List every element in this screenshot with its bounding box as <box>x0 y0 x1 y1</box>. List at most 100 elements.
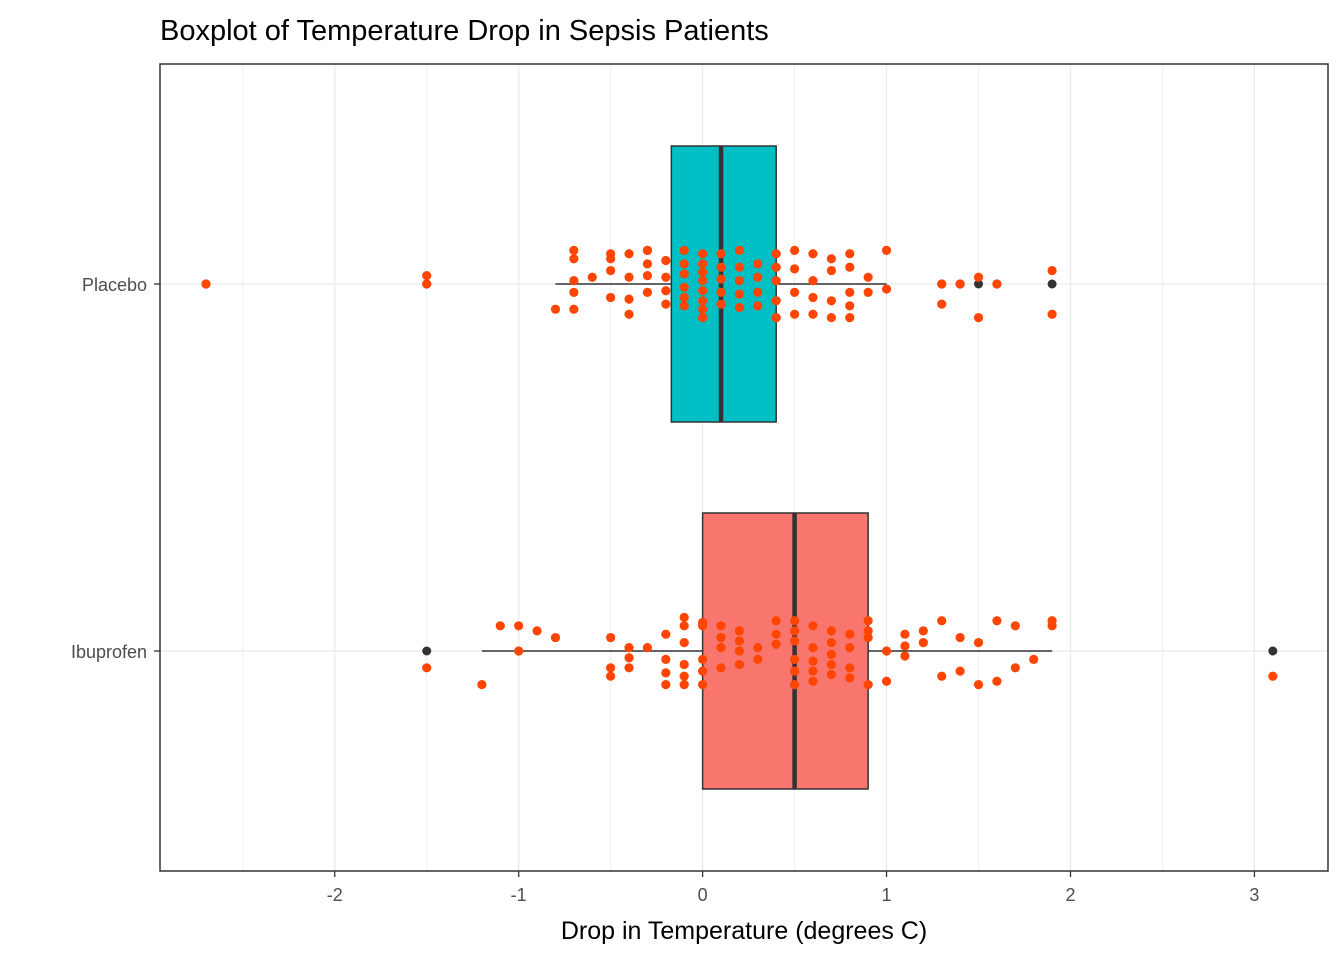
data-point <box>624 643 634 653</box>
data-point <box>753 301 763 311</box>
data-point <box>881 284 892 294</box>
data-point <box>845 313 855 323</box>
data-point <box>661 629 671 639</box>
data-point <box>734 302 745 313</box>
data-point <box>661 299 671 309</box>
data-point <box>606 632 616 643</box>
data-point <box>624 272 634 282</box>
data-point <box>1047 621 1057 631</box>
data-point <box>753 259 763 269</box>
data-point <box>808 249 818 259</box>
data-point <box>789 654 800 665</box>
data-point <box>955 279 965 289</box>
x-tick-label: 0 <box>698 885 708 905</box>
data-point <box>716 632 726 643</box>
data-point <box>679 269 689 279</box>
data-point <box>606 671 616 681</box>
data-point <box>808 621 818 631</box>
data-point <box>937 299 947 309</box>
data-point <box>900 641 910 651</box>
data-point <box>826 649 836 659</box>
data-point <box>753 654 763 665</box>
data-point <box>642 643 653 653</box>
data-point <box>698 286 708 296</box>
data-point <box>808 276 818 286</box>
data-point <box>716 299 726 309</box>
data-point <box>771 313 781 323</box>
data-point <box>642 287 653 297</box>
data-point <box>716 621 726 631</box>
data-point <box>973 272 984 282</box>
data-point <box>826 254 836 264</box>
data-point <box>1268 671 1278 681</box>
data-point <box>624 309 634 319</box>
data-point <box>789 616 800 626</box>
data-point <box>881 646 892 656</box>
data-point <box>716 249 726 259</box>
data-point <box>771 276 781 286</box>
data-point <box>789 245 800 255</box>
data-point <box>606 249 616 259</box>
data-point <box>771 262 781 272</box>
data-point <box>881 245 892 255</box>
data-point <box>789 626 800 636</box>
box-ibuprofen <box>701 512 869 790</box>
data-point <box>845 643 855 653</box>
data-point <box>992 279 1002 289</box>
data-point <box>422 279 432 289</box>
data-point <box>863 272 873 282</box>
data-point <box>514 646 524 656</box>
data-point <box>845 301 855 311</box>
data-point <box>698 313 708 323</box>
data-point <box>881 676 892 686</box>
data-point <box>900 651 910 661</box>
box-placebo <box>670 145 777 423</box>
data-point <box>698 296 708 306</box>
data-point <box>973 680 984 690</box>
data-point <box>422 663 432 673</box>
data-point <box>753 272 763 282</box>
data-point <box>422 271 432 281</box>
data-point <box>698 267 708 277</box>
data-point <box>771 296 781 306</box>
data-point <box>973 313 984 323</box>
data-point <box>900 629 910 639</box>
data-point <box>716 663 726 673</box>
data-point <box>845 262 855 272</box>
data-point <box>716 643 726 653</box>
data-point <box>532 626 542 636</box>
data-point <box>642 245 653 255</box>
data-point <box>550 632 561 643</box>
data-point <box>992 616 1002 626</box>
data-point <box>698 666 708 676</box>
x-tick-label: -1 <box>511 885 527 905</box>
data-point <box>937 671 947 681</box>
data-point <box>716 262 726 272</box>
data-point <box>661 680 671 690</box>
data-point <box>679 612 689 623</box>
data-point <box>642 259 653 269</box>
data-point <box>863 626 873 636</box>
data-point <box>808 643 818 653</box>
data-point <box>698 276 708 286</box>
data-point <box>955 666 965 676</box>
data-point <box>826 626 836 636</box>
data-point <box>698 259 708 269</box>
data-point <box>661 255 671 266</box>
data-point <box>606 265 616 276</box>
data-point <box>679 680 689 690</box>
data-point <box>826 659 836 670</box>
data-point <box>679 638 689 648</box>
data-point <box>624 294 634 304</box>
data-point <box>845 629 855 639</box>
data-point <box>698 249 708 259</box>
data-point <box>808 309 818 319</box>
data-point <box>771 639 781 649</box>
data-point <box>661 654 671 665</box>
outlier-point <box>1268 646 1278 656</box>
data-point <box>550 304 561 314</box>
data-point <box>569 287 579 297</box>
data-point <box>955 632 965 643</box>
x-tick-label: 1 <box>882 885 892 905</box>
boxes <box>201 145 1278 790</box>
